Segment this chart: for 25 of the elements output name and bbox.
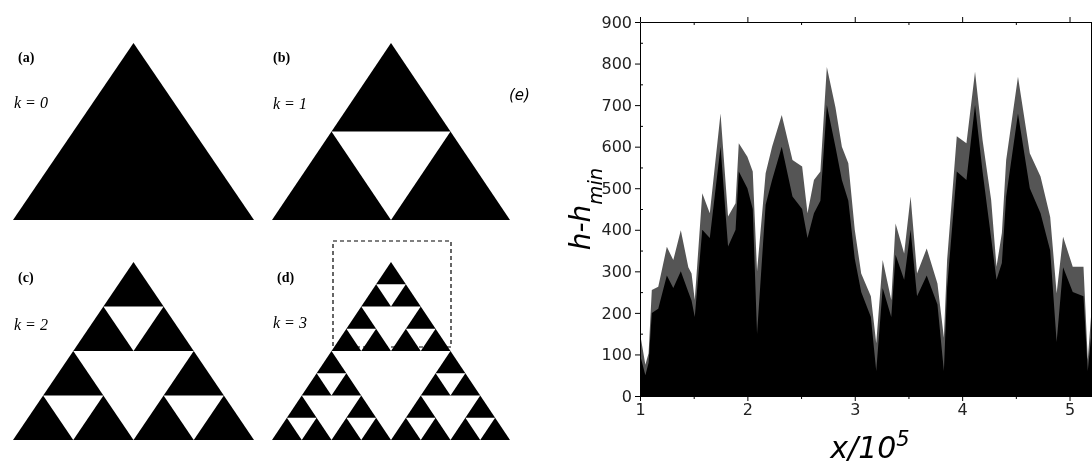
- text: (d): [277, 270, 295, 286]
- y-tick-label: 900: [601, 12, 632, 32]
- text: (b): [273, 50, 291, 66]
- y-tick-label: 300: [601, 261, 632, 281]
- x-tick-label: 2: [742, 400, 753, 420]
- text: (c): [18, 270, 34, 286]
- x-tick-label: 3: [850, 400, 861, 420]
- y-tick-label: 100: [601, 345, 632, 365]
- x-axis-title: x/10$^{5}$: [829, 427, 910, 465]
- y-tick-label: 600: [601, 137, 632, 157]
- text: k = 1: [273, 95, 307, 112]
- text: k = 2: [14, 316, 48, 333]
- y-tick-label: 500: [601, 178, 632, 198]
- y-tick-label: 400: [601, 220, 632, 240]
- text: k = 3: [273, 314, 307, 331]
- text: (a): [18, 50, 35, 66]
- x-tick-label: 4: [957, 400, 968, 420]
- y-tick-label: 800: [601, 54, 632, 74]
- text: k = 0: [14, 94, 48, 111]
- y-tick-label: 0: [621, 386, 632, 406]
- x-tick-label: 5: [1064, 400, 1076, 420]
- x-tick-label: 1: [635, 400, 646, 420]
- text: (e): [509, 86, 530, 104]
- y-tick-label: 700: [601, 95, 632, 115]
- y-tick-label: 200: [601, 303, 632, 323]
